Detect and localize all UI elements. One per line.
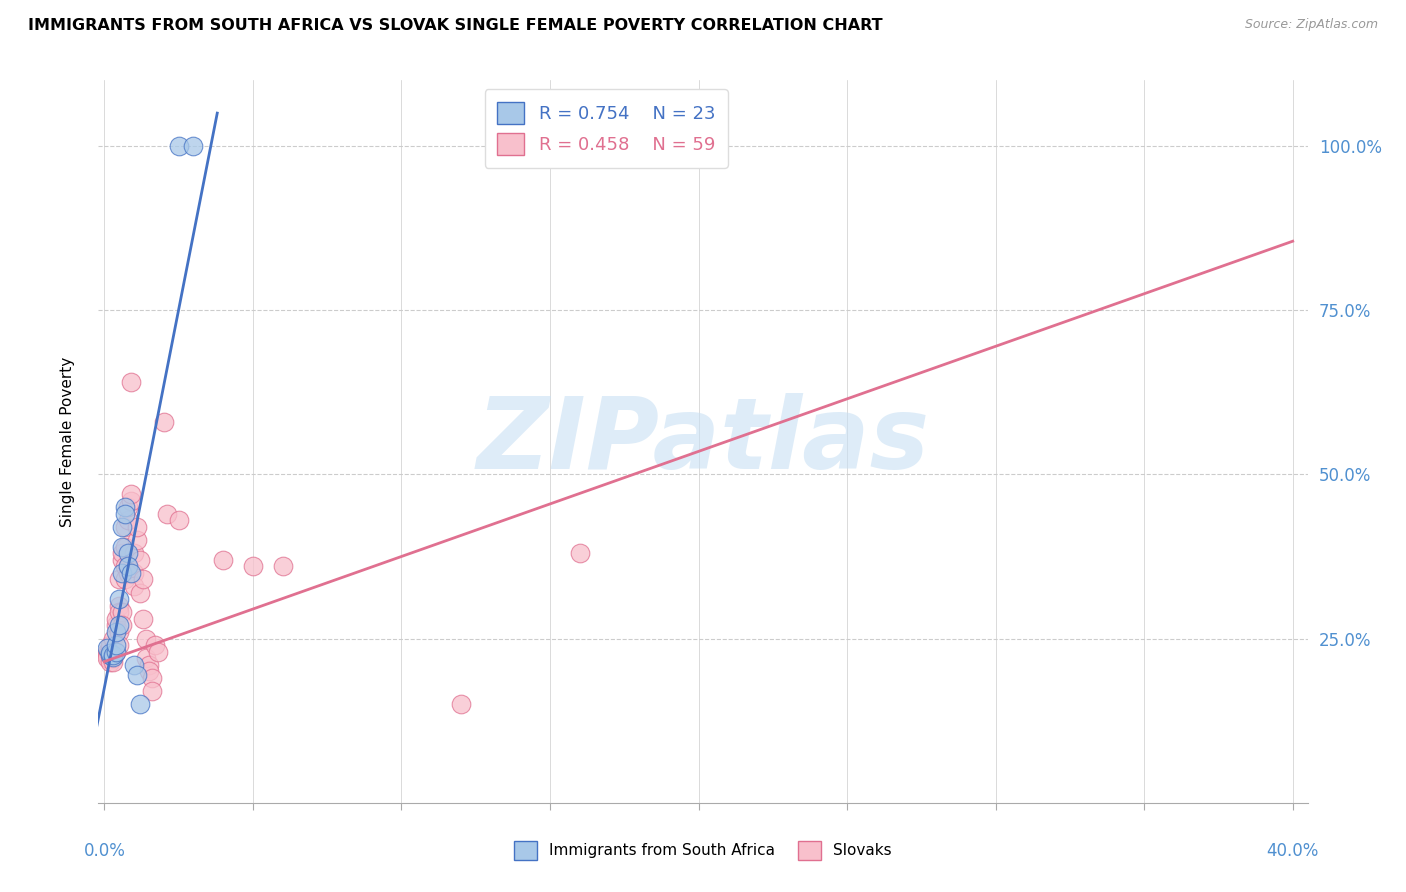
Point — [96, 648, 118, 662]
Point — [111, 605, 134, 619]
Point — [96, 651, 118, 665]
Point — [103, 650, 125, 665]
Point — [117, 566, 139, 580]
Point — [120, 376, 142, 390]
Point — [114, 540, 136, 554]
Point — [105, 618, 128, 632]
Point — [105, 645, 128, 659]
Text: ZIPatlas: ZIPatlas — [477, 393, 929, 490]
Text: Source: ZipAtlas.com: Source: ZipAtlas.com — [1244, 18, 1378, 31]
Point — [111, 553, 134, 567]
Point — [117, 546, 139, 560]
Point — [152, 415, 174, 429]
Point — [125, 533, 148, 547]
Point — [183, 139, 205, 153]
Point — [108, 573, 131, 587]
Point — [103, 651, 125, 665]
Point — [108, 599, 131, 613]
Point — [108, 638, 131, 652]
Point — [98, 641, 121, 656]
Point — [450, 698, 472, 712]
Point — [141, 684, 163, 698]
Text: 0.0%: 0.0% — [83, 842, 125, 860]
Point — [138, 657, 160, 672]
Point — [96, 641, 118, 656]
Point — [122, 566, 145, 580]
Point — [138, 665, 160, 679]
Point — [129, 698, 152, 712]
Point — [98, 648, 121, 662]
Point — [141, 671, 163, 685]
Point — [156, 507, 179, 521]
Point — [111, 618, 134, 632]
Point — [108, 605, 131, 619]
Point — [111, 566, 134, 580]
Point — [114, 500, 136, 515]
Point — [103, 648, 125, 662]
Point — [114, 507, 136, 521]
Point — [135, 651, 157, 665]
Point — [105, 612, 128, 626]
Point — [103, 632, 125, 646]
Point — [135, 632, 157, 646]
Point — [242, 559, 264, 574]
Point — [132, 573, 155, 587]
Y-axis label: Single Female Poverty: Single Female Poverty — [60, 357, 75, 526]
Point — [117, 559, 139, 574]
Point — [103, 655, 125, 669]
Point — [167, 513, 190, 527]
Point — [122, 546, 145, 560]
Point — [105, 638, 128, 652]
Point — [120, 487, 142, 501]
Point — [98, 648, 121, 662]
Point — [129, 585, 152, 599]
Point — [105, 625, 128, 640]
Point — [122, 657, 145, 672]
Point — [108, 592, 131, 607]
Text: IMMIGRANTS FROM SOUTH AFRICA VS SLOVAK SINGLE FEMALE POVERTY CORRELATION CHART: IMMIGRANTS FROM SOUTH AFRICA VS SLOVAK S… — [28, 18, 883, 33]
Point — [132, 612, 155, 626]
Point — [98, 655, 121, 669]
Point — [111, 546, 134, 560]
Point — [117, 559, 139, 574]
Point — [103, 645, 125, 659]
Point — [98, 646, 121, 660]
Point — [117, 500, 139, 515]
Point — [125, 520, 148, 534]
Point — [120, 493, 142, 508]
Point — [111, 540, 134, 554]
Point — [120, 566, 142, 580]
Point — [108, 625, 131, 640]
Point — [146, 645, 169, 659]
Point — [114, 520, 136, 534]
Point — [105, 645, 128, 659]
Text: 40.0%: 40.0% — [1267, 842, 1319, 860]
Point — [96, 645, 118, 659]
Point — [125, 667, 148, 681]
Point — [129, 553, 152, 567]
Point — [111, 520, 134, 534]
Legend: Immigrants from South Africa, Slovaks: Immigrants from South Africa, Slovaks — [506, 833, 900, 867]
Point — [167, 139, 190, 153]
Point — [568, 546, 591, 560]
Point — [114, 573, 136, 587]
Point — [98, 638, 121, 652]
Point — [212, 553, 235, 567]
Point — [271, 559, 294, 574]
Point — [117, 513, 139, 527]
Point — [143, 638, 166, 652]
Point — [114, 559, 136, 574]
Point — [122, 579, 145, 593]
Point — [108, 618, 131, 632]
